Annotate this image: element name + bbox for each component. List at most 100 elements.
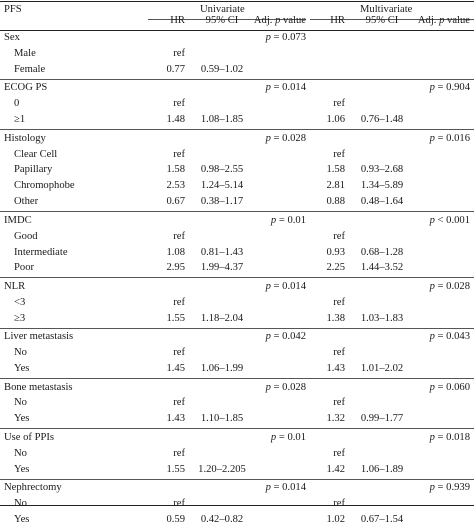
table-row: Clear Cell ref ref: [0, 147, 474, 163]
table-row: <3 ref ref: [0, 295, 474, 311]
group-title-row: Histology p = 0.028 p = 0.016: [0, 131, 474, 147]
univariate-hr-header: HR: [170, 15, 185, 26]
univariate-ci: 1.24–5.14: [200, 180, 244, 192]
table-row: Female 0.77 0.59–1.02: [0, 62, 474, 78]
univariate-hr: 1.55: [166, 463, 185, 475]
row-label: Good: [14, 230, 38, 242]
univariate-header: Univariate: [200, 4, 245, 15]
group-divider: [0, 327, 474, 329]
multivariate-hr: ref: [333, 230, 345, 242]
univariate-hr: ref: [173, 447, 185, 459]
table-row: Yes 0.59 0.42–0.82 1.02 0.67–1.54: [0, 512, 474, 528]
table-row: No ref ref: [0, 345, 474, 361]
univariate-hr: 2.53: [166, 180, 185, 192]
univariate-ci: 1.18–2.04: [200, 312, 244, 324]
univariate-ci: 0.98–2.55: [200, 164, 244, 176]
header-row-top: PFS Univariate Multivariate: [0, 2, 474, 18]
univariate-ci: 0.81–1.43: [200, 246, 244, 258]
group-title: Liver metastasis: [4, 331, 74, 343]
table-bottom-rule: [0, 505, 474, 506]
multivariate-header: Multivariate: [360, 4, 413, 15]
multivariate-ci: 0.76–1.48: [360, 114, 404, 126]
group-divider: [0, 377, 474, 379]
row-label: Male: [14, 47, 36, 59]
multivariate-p-value: p = 0.028: [429, 280, 470, 292]
multivariate-p-value: p = 0.060: [429, 381, 470, 393]
univariate-hr: ref: [173, 498, 185, 509]
row-label: Yes: [14, 413, 30, 425]
row-label: Yes: [14, 463, 30, 475]
multivariate-underline: [310, 19, 474, 20]
univariate-ci: 0.38–1.17: [200, 196, 244, 208]
table-row: ≥3 1.55 1.18–2.04 1.38 1.03–1.83: [0, 311, 474, 327]
table-top-rule: [0, 1, 474, 2]
univariate-p-value: p = 0.01: [270, 214, 306, 226]
univariate-ci: 1.10–1.85: [200, 413, 244, 425]
univariate-p-value: p = 0.014: [265, 280, 306, 292]
group-divider: [0, 211, 474, 213]
table-row: Papillary 1.58 0.98–2.55 1.58 0.93–2.68: [0, 162, 474, 178]
row-label: Yes: [14, 363, 30, 374]
group-title: Use of PPIs: [4, 431, 55, 443]
group-title-row: NLR p = 0.014 p = 0.028: [0, 279, 474, 295]
group-title-row: Sex p = 0.073: [0, 30, 474, 46]
univariate-p-value: p = 0.014: [265, 82, 306, 94]
univariate-hr: 0.77: [166, 63, 185, 75]
group-title-row: Liver metastasis p = 0.042 p = 0.043: [0, 329, 474, 345]
multivariate-hr: ref: [333, 296, 345, 308]
univariate-hr: 1.48: [166, 114, 185, 126]
group-title-row: ECOG PS p = 0.014 p = 0.904: [0, 80, 474, 96]
univariate-p-value: p = 0.01: [270, 431, 306, 443]
table-row: Other 0.67 0.38–1.17 0.88 0.48–1.64: [0, 194, 474, 210]
table-row: Yes 1.43 1.10–1.85 1.32 0.99–1.77: [0, 411, 474, 427]
univariate-hr: 1.55: [166, 312, 185, 324]
group-divider: [0, 78, 474, 80]
univariate-hr: 0.67: [166, 196, 185, 208]
row-label: Chromophobe: [14, 180, 75, 192]
multivariate-ci: 0.68–1.28: [360, 246, 404, 258]
multivariate-hr: 1.38: [326, 312, 345, 324]
multivariate-hr: ref: [333, 397, 345, 409]
table-row: Male ref: [0, 46, 474, 62]
group-divider: [0, 428, 474, 430]
multivariate-hr: ref: [333, 447, 345, 459]
multivariate-hr: ref: [333, 148, 345, 160]
pfs-header: PFS: [4, 4, 22, 15]
header-row-columns: HR 95% CI Adj. p value HR 95% CI Adj. p …: [0, 13, 474, 29]
univariate-hr: ref: [173, 148, 185, 160]
group-divider: [0, 277, 474, 279]
multivariate-hr: 1.32: [326, 413, 345, 425]
univariate-hr: 1.08: [166, 246, 185, 258]
multivariate-ci: 1.44–3.52: [360, 262, 404, 274]
multivariate-hr-header: HR: [330, 15, 345, 26]
row-label: Papillary: [14, 164, 53, 176]
multivariate-hr: 1.43: [326, 363, 345, 374]
group-title: NLR: [4, 280, 26, 292]
multivariate-hr: 1.02: [326, 513, 345, 525]
univariate-hr: ref: [173, 347, 185, 359]
group-title: Nephrectomy: [4, 482, 62, 494]
univariate-hr: ref: [173, 47, 185, 59]
group-title: ECOG PS: [4, 82, 48, 94]
multivariate-adj-p-header: Adj. p value: [417, 15, 470, 26]
table-row: Yes 1.45 1.06–1.99 1.43 1.01–2.02: [0, 361, 474, 377]
table-row: Intermediate 1.08 0.81–1.43 0.93 0.68–1.28: [0, 245, 474, 261]
univariate-hr: 1.45: [166, 363, 185, 374]
univariate-hr: ref: [173, 397, 185, 409]
multivariate-p-value: p = 0.016: [429, 132, 470, 144]
univariate-hr: 0.59: [166, 513, 185, 525]
multivariate-hr: 1.06: [326, 114, 345, 126]
univariate-hr: 1.58: [166, 164, 185, 176]
univariate-ci: 0.59–1.02: [200, 63, 244, 75]
row-label: No: [14, 347, 27, 359]
row-label: Female: [14, 63, 46, 75]
multivariate-ci: 0.93–2.68: [360, 164, 404, 176]
multivariate-ci: 0.99–1.77: [360, 413, 404, 425]
univariate-p-value: p = 0.028: [265, 381, 306, 393]
group-title: Histology: [4, 132, 46, 144]
group-title: Bone metastasis: [4, 381, 73, 393]
univariate-adj-p-header: Adj. p value: [253, 15, 306, 26]
row-label: ≥1: [14, 114, 26, 126]
multivariate-ci: 1.01–2.02: [360, 363, 404, 374]
row-label: Yes: [14, 513, 30, 525]
